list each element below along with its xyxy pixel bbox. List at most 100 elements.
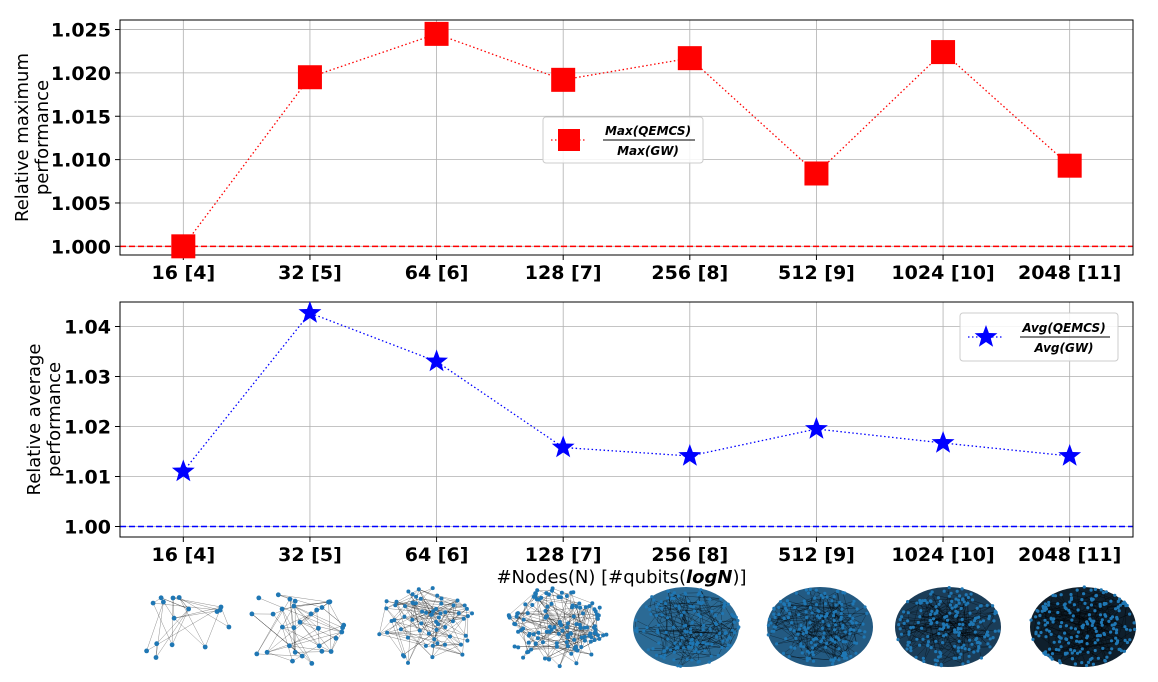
y-axis-label-line: Relative average [24, 344, 45, 496]
graph-node [814, 588, 818, 592]
graph-node [392, 618, 397, 623]
graph-node [1043, 618, 1047, 622]
graph-node [1112, 627, 1116, 631]
graph-node [154, 641, 160, 647]
series-line [182, 33, 1071, 247]
x-tick-label: 32 [5] [278, 262, 342, 284]
graph-node [813, 643, 818, 647]
graph-node [991, 604, 995, 608]
graph-node [698, 615, 703, 619]
graph-node [832, 619, 836, 623]
graph-node [1070, 651, 1074, 655]
graph-node [1069, 597, 1073, 602]
graph-node [516, 611, 520, 616]
graph-node [1110, 623, 1114, 627]
graph-node [938, 654, 943, 658]
graph-node [413, 601, 418, 606]
graph-node [721, 639, 725, 643]
graph-node [443, 610, 448, 615]
graph-node [977, 646, 981, 650]
graph-node [961, 623, 965, 627]
graph-node [772, 612, 776, 616]
graph-node [202, 644, 208, 650]
graph-node [921, 637, 925, 641]
graph-node [926, 640, 931, 644]
x-tick-label: 64 [6] [405, 262, 469, 284]
graph-node [525, 650, 530, 655]
graph-node [1052, 617, 1056, 621]
data-point-star [171, 459, 195, 482]
graph-node [424, 610, 429, 615]
graph-node [802, 599, 806, 603]
y-tick-label: 1.03 [64, 367, 111, 389]
graph-node [958, 594, 962, 598]
graph-node [582, 638, 587, 643]
graph-node [443, 642, 447, 647]
graph-node [973, 630, 977, 634]
graph-node [521, 626, 526, 631]
graph-node [384, 606, 389, 611]
graph-node [1122, 649, 1126, 653]
graph-node [970, 642, 974, 646]
graph-node [328, 649, 334, 654]
graph-node [861, 622, 865, 626]
graph-node [161, 599, 166, 605]
graph-node [438, 611, 443, 616]
graph-node [841, 591, 845, 595]
graph-node [986, 633, 990, 638]
graph-node [1075, 634, 1079, 639]
graph-node [806, 626, 810, 630]
graph-node [684, 623, 688, 628]
graph-node [1056, 602, 1060, 606]
graph-node [848, 614, 852, 618]
graph-node [678, 664, 683, 668]
graph-node [850, 621, 855, 625]
data-point-square [551, 67, 576, 92]
graph-node [1043, 602, 1047, 606]
graph-node [977, 615, 981, 619]
graph-node [931, 617, 936, 621]
graph-node [821, 636, 826, 640]
graph-node [853, 641, 857, 645]
graph-node [683, 629, 687, 633]
y-tick-label: 1.015 [51, 106, 111, 128]
graph-node [1099, 620, 1103, 625]
graph-node [941, 622, 946, 626]
y-tick-label: 1.005 [51, 193, 111, 215]
graph-node [824, 602, 828, 606]
graph-node [1123, 625, 1127, 629]
graph-node [929, 592, 933, 596]
graph-node [841, 640, 845, 644]
graph-node [946, 625, 950, 629]
graph-node [1091, 597, 1095, 601]
graph-node [655, 629, 660, 633]
graph-node [1098, 613, 1103, 617]
graph-node [554, 641, 559, 646]
y-tick-label: 1.025 [51, 20, 111, 42]
graph-node [531, 594, 536, 599]
graph-node [575, 648, 579, 653]
x-axis-label-part: #Nodes(N) [#qubits( [496, 567, 686, 588]
graph-node [855, 607, 859, 611]
graph-node [957, 622, 962, 626]
graph-node [1093, 626, 1097, 630]
graph-node [956, 646, 961, 650]
graph-node [941, 641, 945, 645]
graph-node [962, 643, 966, 647]
legend-marker-star [974, 325, 998, 347]
graph-node [938, 599, 943, 604]
graph-node [435, 641, 440, 646]
graph-node [564, 625, 569, 630]
graph-node [1071, 614, 1075, 618]
graph-node [949, 591, 953, 595]
graph-node [585, 625, 590, 630]
graph-node [507, 614, 511, 618]
graph-node [574, 622, 579, 627]
graph-node [394, 599, 399, 604]
graph-node [723, 631, 727, 636]
graph-node [578, 605, 583, 610]
graph-node [799, 623, 803, 628]
graph-node [690, 645, 694, 649]
graph-node [841, 623, 845, 628]
graph-node [448, 634, 452, 639]
